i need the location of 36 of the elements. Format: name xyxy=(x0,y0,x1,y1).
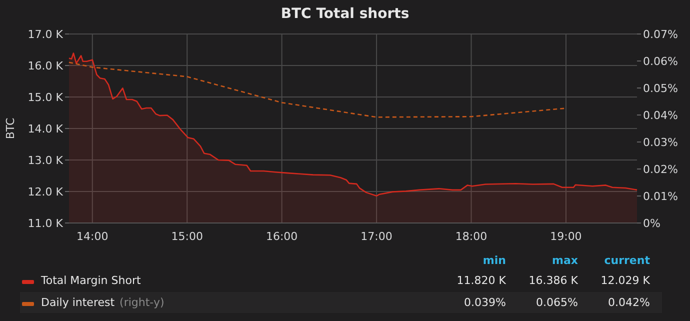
text: 12.029 K xyxy=(600,274,651,287)
text: 0.065% xyxy=(536,296,578,309)
text: 0.039% xyxy=(464,296,506,309)
text: (right-y) xyxy=(120,296,164,309)
x-tick-label: 18:00 xyxy=(455,230,488,243)
chart-title: BTC Total shorts xyxy=(280,6,410,22)
x-tick-label: 17:00 xyxy=(360,230,392,243)
y-tick-label: 11.0 K xyxy=(28,216,64,230)
y2-tick-label: 0.04% xyxy=(643,108,678,122)
y2-tick-label: 0.07% xyxy=(643,28,678,41)
x-tick-label: 14:00 xyxy=(76,230,108,243)
text: 16.386 K xyxy=(528,274,579,287)
x-tick-label: 15:00 xyxy=(171,230,203,243)
x-tick-label: 19:00 xyxy=(550,230,582,243)
text: current xyxy=(604,254,650,267)
legend-label: Daily interest xyxy=(41,296,115,309)
y2-tick-label: 0.02% xyxy=(643,162,678,176)
y2-tick-label: 0% xyxy=(643,216,660,230)
text: max xyxy=(552,254,578,267)
y2-tick-label: 0.03% xyxy=(643,136,678,149)
y2-tick-label: 0.01% xyxy=(643,190,678,203)
y-tick-label: 12.0 K xyxy=(28,185,64,198)
text: 0.042% xyxy=(608,296,650,309)
text: 11.820 K xyxy=(456,274,507,287)
y-tick-label: 15.0 K xyxy=(28,90,64,104)
text: min xyxy=(482,254,506,267)
x-tick-label: 16:00 xyxy=(266,230,298,243)
y2-tick-label: 0.05% xyxy=(643,82,678,95)
legend-label: Total Margin Short xyxy=(40,274,142,287)
y2-tick-label: 0.06% xyxy=(643,54,678,68)
line-series xyxy=(68,62,567,118)
y-tick-label: 16.0 K xyxy=(28,59,64,72)
y-axis-title: BTC xyxy=(4,118,17,140)
y-tick-label: 14.0 K xyxy=(28,122,64,136)
y-tick-label: 17.0 K xyxy=(28,28,64,41)
y-tick-label: 13.0 K xyxy=(28,154,64,167)
